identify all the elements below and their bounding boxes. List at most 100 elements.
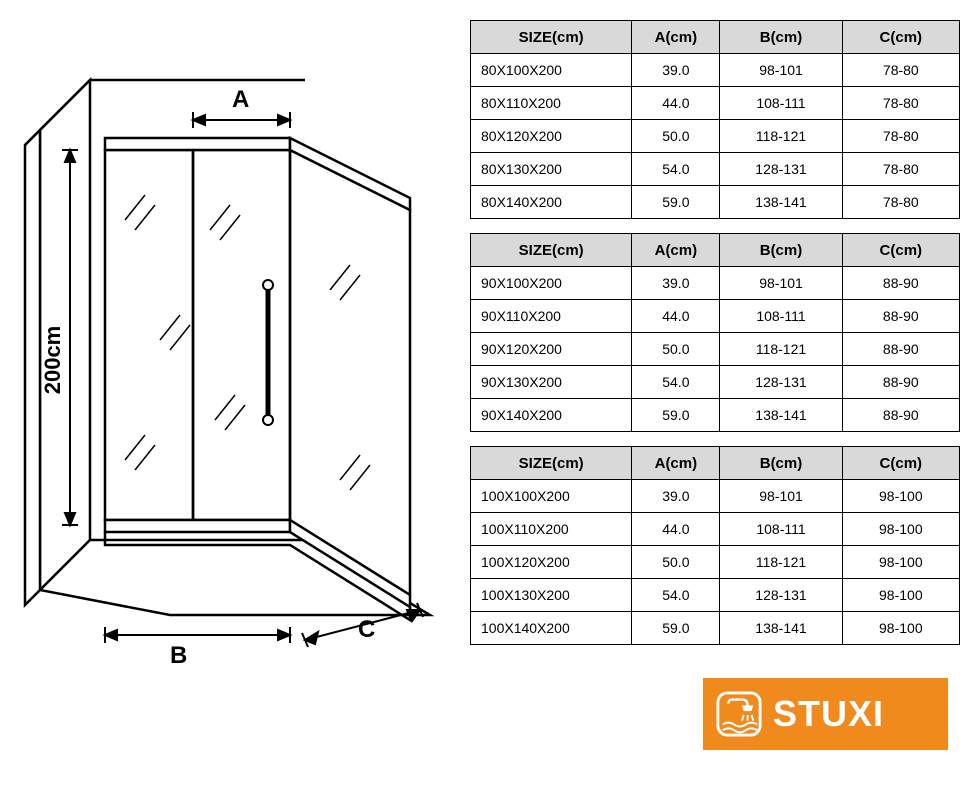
- table-cell: 44.0: [632, 87, 720, 120]
- table-cell: 100X100X200: [471, 480, 632, 513]
- table-row: 90X120X20050.0118-12188-90: [471, 333, 960, 366]
- table-cell: 98-101: [720, 480, 842, 513]
- table-row: 90X140X20059.0138-14188-90: [471, 399, 960, 432]
- table-cell: 90X100X200: [471, 267, 632, 300]
- table-cell: 128-131: [720, 366, 842, 399]
- table-cell: 90X110X200: [471, 300, 632, 333]
- label-a: A: [232, 86, 249, 114]
- table-header: B(cm): [720, 447, 842, 480]
- table-cell: 100X130X200: [471, 579, 632, 612]
- table-cell: 108-111: [720, 87, 842, 120]
- logo-text: STUXI: [773, 693, 884, 735]
- table-row: 100X130X20054.0128-13198-100: [471, 579, 960, 612]
- table-cell: 88-90: [842, 333, 959, 366]
- shower-icon: [715, 690, 763, 738]
- table-cell: 80X110X200: [471, 87, 632, 120]
- table-cell: 80X100X200: [471, 54, 632, 87]
- shower-diagram: 200cm A B C: [10, 20, 460, 680]
- table-row: 100X120X20050.0118-12198-100: [471, 546, 960, 579]
- table-row: 80X120X20050.0118-12178-80: [471, 120, 960, 153]
- table-cell: 98-101: [720, 267, 842, 300]
- table-cell: 88-90: [842, 366, 959, 399]
- table-cell: 80X140X200: [471, 186, 632, 219]
- table-cell: 128-131: [720, 579, 842, 612]
- table-cell: 78-80: [842, 153, 959, 186]
- table-cell: 80X130X200: [471, 153, 632, 186]
- table-row: 90X130X20054.0128-13188-90: [471, 366, 960, 399]
- table-cell: 100X110X200: [471, 513, 632, 546]
- table-cell: 54.0: [632, 366, 720, 399]
- table-cell: 118-121: [720, 120, 842, 153]
- table-row: 80X140X20059.0138-14178-80: [471, 186, 960, 219]
- table-cell: 50.0: [632, 546, 720, 579]
- table-cell: 108-111: [720, 513, 842, 546]
- table-cell: 39.0: [632, 267, 720, 300]
- table-cell: 59.0: [632, 399, 720, 432]
- table-row: 100X110X20044.0108-11198-100: [471, 513, 960, 546]
- table-cell: 78-80: [842, 186, 959, 219]
- table-cell: 138-141: [720, 399, 842, 432]
- table-cell: 98-100: [842, 513, 959, 546]
- table-cell: 88-90: [842, 267, 959, 300]
- size-table-1: SIZE(cm)A(cm)B(cm)C(cm)90X100X20039.098-…: [470, 233, 960, 432]
- table-row: 100X140X20059.0138-14198-100: [471, 612, 960, 645]
- table-cell: 100X120X200: [471, 546, 632, 579]
- table-header: C(cm): [842, 447, 959, 480]
- table-cell: 44.0: [632, 513, 720, 546]
- table-cell: 108-111: [720, 300, 842, 333]
- table-cell: 80X120X200: [471, 120, 632, 153]
- table-cell: 138-141: [720, 186, 842, 219]
- table-cell: 59.0: [632, 186, 720, 219]
- table-cell: 88-90: [842, 300, 959, 333]
- enclosure-svg: 200cm: [10, 20, 460, 680]
- table-cell: 50.0: [632, 120, 720, 153]
- table-cell: 50.0: [632, 333, 720, 366]
- table-cell: 118-121: [720, 546, 842, 579]
- table-cell: 138-141: [720, 612, 842, 645]
- table-row: 90X100X20039.098-10188-90: [471, 267, 960, 300]
- table-cell: 39.0: [632, 480, 720, 513]
- table-cell: 78-80: [842, 54, 959, 87]
- table-cell: 118-121: [720, 333, 842, 366]
- height-label: 200cm: [40, 326, 65, 395]
- table-cell: 78-80: [842, 87, 959, 120]
- table-row: 100X100X20039.098-10198-100: [471, 480, 960, 513]
- table-header: A(cm): [632, 234, 720, 267]
- table-cell: 98-100: [842, 612, 959, 645]
- table-cell: 128-131: [720, 153, 842, 186]
- table-cell: 78-80: [842, 120, 959, 153]
- table-header: B(cm): [720, 234, 842, 267]
- table-cell: 44.0: [632, 300, 720, 333]
- table-cell: 54.0: [632, 153, 720, 186]
- table-header: C(cm): [842, 234, 959, 267]
- table-cell: 59.0: [632, 612, 720, 645]
- table-cell: 54.0: [632, 579, 720, 612]
- table-cell: 88-90: [842, 399, 959, 432]
- table-row: 90X110X20044.0108-11188-90: [471, 300, 960, 333]
- size-tables: SIZE(cm)A(cm)B(cm)C(cm)80X100X20039.098-…: [460, 20, 960, 680]
- table-cell: 98-100: [842, 579, 959, 612]
- table-header: B(cm): [720, 21, 842, 54]
- table-header: SIZE(cm): [471, 21, 632, 54]
- table-cell: 98-101: [720, 54, 842, 87]
- table-cell: 98-100: [842, 546, 959, 579]
- table-row: 80X100X20039.098-10178-80: [471, 54, 960, 87]
- size-table-2: SIZE(cm)A(cm)B(cm)C(cm)100X100X20039.098…: [470, 446, 960, 645]
- table-cell: 98-100: [842, 480, 959, 513]
- size-table-0: SIZE(cm)A(cm)B(cm)C(cm)80X100X20039.098-…: [470, 20, 960, 219]
- table-cell: 90X140X200: [471, 399, 632, 432]
- table-header: SIZE(cm): [471, 234, 632, 267]
- table-cell: 100X140X200: [471, 612, 632, 645]
- brand-logo: STUXI: [703, 678, 948, 750]
- label-b: B: [170, 642, 187, 670]
- table-row: 80X130X20054.0128-13178-80: [471, 153, 960, 186]
- table-cell: 39.0: [632, 54, 720, 87]
- table-header: C(cm): [842, 21, 959, 54]
- table-cell: 90X130X200: [471, 366, 632, 399]
- table-header: A(cm): [632, 21, 720, 54]
- table-cell: 90X120X200: [471, 333, 632, 366]
- label-c: C: [358, 616, 375, 644]
- table-header: SIZE(cm): [471, 447, 632, 480]
- table-row: 80X110X20044.0108-11178-80: [471, 87, 960, 120]
- table-header: A(cm): [632, 447, 720, 480]
